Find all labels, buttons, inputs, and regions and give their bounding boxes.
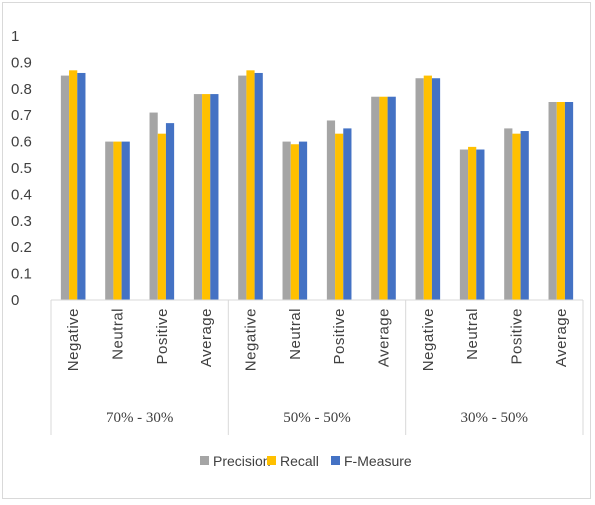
- bar-f-measure: [121, 141, 130, 300]
- x-category-label: Positive: [154, 308, 171, 365]
- bar-f-measure: [165, 123, 175, 301]
- x-axis: Negative Neutral Positive Average 70% - 30% N…: [50, 299, 584, 435]
- bar-precision: [60, 75, 70, 300]
- legend-label: Precision: [213, 453, 271, 469]
- bar-f-measure: [564, 102, 574, 300]
- x-category-label: Positive: [509, 308, 526, 365]
- y-axis-ticks: 0 0.1 0.2 0.3 0.4 0.5 0.6 0.7 0.8 0.9 1: [11, 28, 32, 309]
- bar-f-measure: [210, 94, 219, 300]
- bar-precision: [282, 141, 291, 300]
- x-category-label: Average: [553, 308, 570, 367]
- bars: [60, 70, 574, 301]
- bar-precision: [193, 94, 203, 300]
- x-category-label: Negative: [420, 308, 437, 371]
- bar-precision: [415, 78, 424, 301]
- y-tick-label: 0.6: [11, 134, 32, 151]
- bar-precision: [105, 141, 114, 300]
- legend-swatch: [267, 456, 276, 465]
- y-tick-label: 0.7: [11, 107, 32, 124]
- x-category-label: Negative: [65, 308, 82, 371]
- bar-recall: [512, 133, 521, 300]
- x-category-label: Negative: [243, 308, 260, 371]
- y-tick-label: 0.3: [11, 213, 32, 230]
- y-tick-label: 0.4: [11, 186, 32, 203]
- x-category-label: Positive: [331, 308, 348, 365]
- bar-recall: [379, 96, 388, 300]
- bar-f-measure: [431, 78, 441, 301]
- bar-f-measure: [343, 128, 352, 300]
- bar-recall: [69, 70, 78, 300]
- chart-svg: 00.10.20.30.40.50.60.70.80.91 Negative Ne…: [11, 28, 584, 469]
- bar-precision: [238, 75, 247, 300]
- bar-recall: [335, 133, 344, 300]
- bar-recall: [423, 75, 432, 300]
- bar-precision: [149, 112, 158, 300]
- bar-f-measure: [387, 96, 396, 300]
- bar-precision: [459, 149, 469, 300]
- bar-f-measure: [254, 72, 263, 301]
- bar-precision: [548, 102, 557, 300]
- legend: Precision Recall F-Measure: [200, 453, 412, 469]
- chart-frame: 0 0.1 0.2 0.3 0.4 0.5 0.6 0.7 0.8 0.9 1 Negative Ne…: [2, 2, 591, 499]
- bar-recall: [556, 102, 565, 300]
- y-tick-label: 0.9: [11, 54, 32, 71]
- bar-precision: [504, 128, 513, 300]
- x-group-label: 30% - 50%: [461, 410, 529, 426]
- legend-swatch: [200, 456, 209, 465]
- bar-f-measure: [520, 131, 529, 300]
- x-category-label: Average: [376, 308, 393, 367]
- bar-recall: [113, 141, 122, 300]
- bar-f-measure: [77, 72, 86, 301]
- y-tick-label: 0.8: [11, 81, 32, 98]
- y-tick-label: 0: [11, 292, 19, 309]
- bar-recall: [157, 133, 166, 300]
- legend-label: F-Measure: [344, 453, 412, 469]
- x-group-label: 70% - 30%: [106, 410, 174, 426]
- legend-label: Recall: [280, 453, 319, 469]
- x-category-label: Neutral: [110, 308, 127, 360]
- x-category-label: Average: [198, 308, 215, 367]
- y-tick-label: 0.2: [11, 239, 32, 256]
- bar-precision: [371, 96, 380, 300]
- bar-recall: [202, 94, 211, 300]
- y-tick-label: 0.1: [11, 266, 32, 283]
- bar-f-measure: [476, 149, 485, 300]
- bar-recall: [246, 70, 255, 300]
- bar-f-measure: [298, 141, 308, 300]
- bar-precision: [326, 120, 336, 300]
- y-tick-label: 1: [11, 28, 19, 45]
- x-category-label: Neutral: [464, 308, 481, 360]
- legend-swatch: [331, 456, 340, 465]
- y-tick-label: 0.5: [11, 160, 32, 177]
- bar-recall: [468, 146, 477, 300]
- x-category-label: Neutral: [287, 308, 304, 360]
- bar-recall: [290, 144, 299, 300]
- x-group-label: 50% - 50%: [283, 410, 351, 426]
